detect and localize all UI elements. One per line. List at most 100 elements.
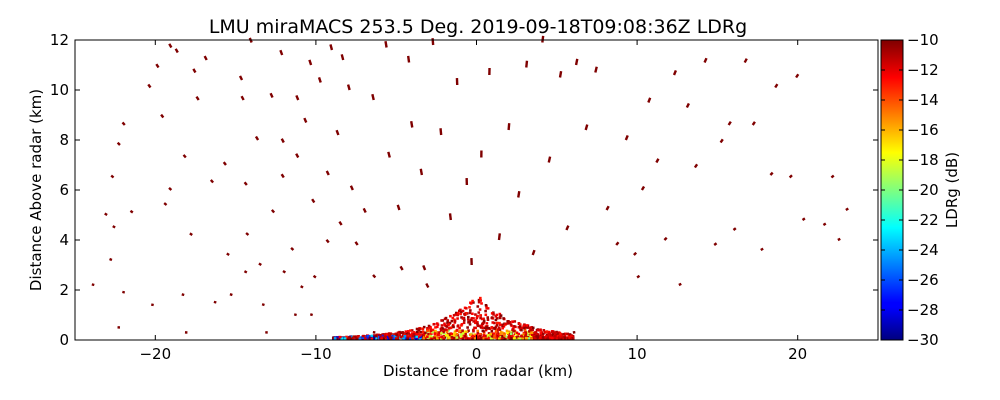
- echo-cell: [448, 321, 452, 325]
- echo-cell: [486, 318, 490, 321]
- clutter-streak: [574, 58, 579, 66]
- clutter-streak: [663, 236, 668, 241]
- clutter-streak: [338, 220, 343, 226]
- echo-cell: [470, 318, 473, 322]
- echo-cell: [397, 337, 400, 340]
- echo-cell: [431, 330, 434, 334]
- echo-cell: [410, 329, 414, 332]
- echo-cell: [505, 335, 508, 338]
- echo-cell: [353, 335, 356, 339]
- clutter-streak: [822, 222, 827, 227]
- echo-cell: [547, 330, 551, 334]
- clutter-streak: [340, 54, 345, 61]
- echo-cell: [536, 336, 540, 339]
- echo-cell: [497, 337, 501, 340]
- echo-cell: [494, 315, 498, 318]
- echo-cell: [446, 337, 450, 340]
- colorbar-tick-label: −28: [907, 301, 939, 319]
- echo-cell: [502, 325, 506, 328]
- echo-cell: [477, 300, 481, 304]
- echo-cell: [427, 336, 430, 339]
- echo-cell: [332, 336, 335, 340]
- clutter-streak: [311, 198, 316, 204]
- echo-cell: [469, 333, 473, 336]
- clutter-streak: [713, 242, 718, 246]
- clutter-streak: [346, 84, 351, 91]
- echo-cell: [464, 337, 468, 340]
- echo-cell: [474, 321, 477, 325]
- echo-cell: [484, 309, 487, 313]
- clutter-streak: [497, 233, 501, 241]
- echo-cell: [534, 337, 537, 340]
- echo-cell: [490, 316, 494, 319]
- echo-cell: [505, 337, 509, 340]
- echo-cell: [559, 337, 563, 340]
- echo-cell: [539, 328, 542, 331]
- clutter-streak: [189, 232, 193, 236]
- echo-cell: [543, 331, 547, 334]
- echo-cell: [415, 337, 418, 340]
- echo-cell: [566, 337, 570, 340]
- echo-cell: [476, 305, 480, 308]
- echo-cell: [495, 321, 499, 325]
- echo-cell: [387, 337, 391, 340]
- clutter-streak: [282, 269, 287, 274]
- echo-cell: [456, 317, 459, 320]
- echo-cell: [436, 337, 439, 340]
- echo-cell: [456, 312, 460, 315]
- echo-cell: [498, 336, 502, 339]
- echo-cell: [485, 322, 489, 325]
- echo-cell: [511, 334, 514, 337]
- echo-cell: [434, 326, 437, 329]
- echo-cell: [456, 313, 460, 317]
- echo-cell: [451, 316, 455, 320]
- echo-cell: [404, 333, 408, 337]
- echo-cell: [445, 325, 449, 328]
- echo-cell: [512, 337, 516, 340]
- echo-cell: [417, 328, 420, 331]
- colorbar-label: LDRg (dB): [943, 152, 961, 228]
- echo-cell: [449, 326, 453, 329]
- echo-cell: [429, 327, 432, 331]
- echo-cell: [496, 328, 500, 331]
- echo-cell: [548, 337, 551, 340]
- echo-cell: [552, 330, 555, 333]
- echo-cell: [383, 335, 387, 338]
- echo-cell: [466, 337, 470, 340]
- echo-cell: [467, 321, 470, 324]
- echo-cell: [547, 332, 551, 336]
- echo-cell: [464, 307, 468, 310]
- clutter-streak: [160, 113, 165, 119]
- echo-cell: [345, 335, 348, 339]
- x-tick-label: 10: [628, 345, 647, 363]
- echo-cell: [551, 333, 555, 336]
- clutter-streak: [168, 43, 173, 49]
- echo-cell: [463, 334, 467, 338]
- echo-cell: [415, 335, 418, 338]
- echo-cell: [528, 326, 532, 330]
- echo-cell: [474, 319, 478, 322]
- echo-cell: [441, 327, 445, 330]
- echo-cell: [531, 328, 534, 332]
- plot-area: [75, 40, 878, 340]
- echo-cell: [501, 324, 504, 328]
- echo-cell: [392, 337, 396, 340]
- echo-cell: [524, 333, 528, 336]
- y-tick-label: 4: [59, 231, 69, 249]
- echo-cell: [422, 333, 426, 337]
- echo-cell: [488, 336, 492, 339]
- clutter-streak: [243, 270, 248, 274]
- clutter-streak: [647, 97, 652, 103]
- clutter-streak: [448, 213, 452, 221]
- echo-cell: [488, 327, 492, 331]
- clutter-streak: [774, 83, 779, 89]
- echo-cell: [372, 337, 376, 340]
- echo-cell: [385, 333, 389, 336]
- echo-cell: [477, 298, 481, 302]
- clutter-streak: [685, 102, 690, 109]
- echo-cell: [480, 317, 484, 321]
- echo-cell: [489, 337, 493, 340]
- echo-cell: [566, 332, 570, 336]
- echo-cell: [420, 337, 424, 340]
- colorbar-tick-label: −26: [907, 271, 939, 289]
